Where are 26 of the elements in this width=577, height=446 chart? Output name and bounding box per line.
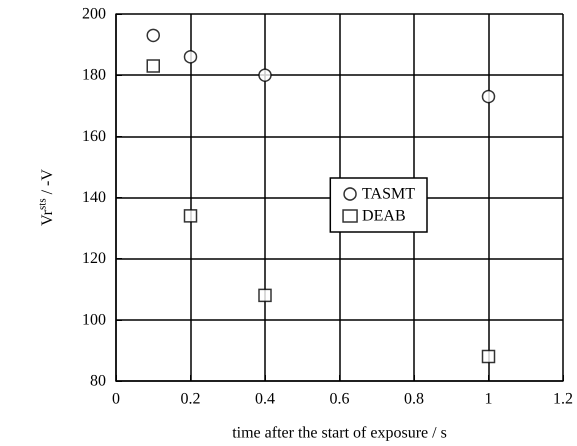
x-tick-label: 1.2	[553, 390, 573, 408]
point	[184, 209, 198, 223]
point	[184, 50, 198, 64]
legend-label: DEAB	[362, 208, 406, 224]
y-tick-label: 200	[82, 6, 106, 22]
x-tick-label: 0.8	[404, 390, 424, 408]
y-tick-label: 180	[82, 66, 106, 84]
y-axis-title: Vrsts / -V	[36, 168, 56, 226]
point	[482, 350, 496, 364]
y-tick-label: 120	[82, 250, 106, 268]
x-tick-label: 0.2	[180, 390, 200, 408]
x-axis-title: time after the start of exposure / s	[232, 424, 447, 442]
x-tick-label: 0.6	[330, 390, 350, 408]
y-tick-label: 140	[82, 189, 106, 206]
point	[146, 59, 160, 73]
x-tick-label: 0.4	[255, 390, 275, 408]
x-tick-label: 1	[484, 390, 492, 408]
y-tick-label: 100	[82, 311, 106, 328]
point	[258, 288, 272, 302]
point	[146, 28, 160, 42]
y-tick-label: 160	[82, 128, 106, 145]
point	[258, 68, 272, 82]
legend-label: TASMT	[362, 186, 416, 202]
y-tick-label: 80	[90, 372, 106, 390]
x-tick-label: 0	[112, 390, 120, 408]
point	[482, 90, 496, 104]
